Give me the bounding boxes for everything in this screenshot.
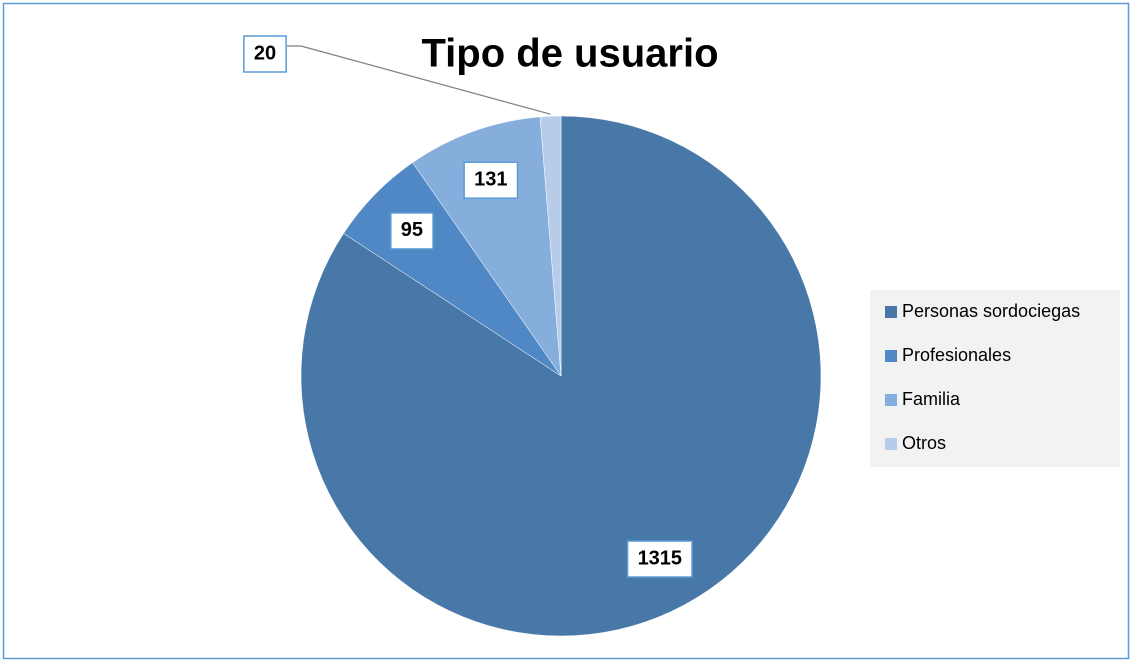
data-label-box <box>463 161 519 199</box>
pie-slice <box>412 116 562 377</box>
leader-line <box>287 45 551 115</box>
legend-label: Otros <box>902 433 946 453</box>
legend-box <box>870 290 1120 467</box>
legend-label: Familia <box>902 389 961 409</box>
data-label: 20 <box>254 42 276 64</box>
chart-title: Tipo de usuario <box>421 32 718 76</box>
legend-swatch <box>885 438 897 450</box>
legend-swatch <box>885 350 897 362</box>
data-label: 131 <box>474 168 507 190</box>
data-label-box <box>243 35 287 73</box>
legend-swatch <box>885 306 897 318</box>
legend-label: Profesionales <box>902 345 1011 365</box>
data-label: 1315 <box>638 547 683 569</box>
data-label: 95 <box>401 219 423 241</box>
data-label-box <box>626 540 693 578</box>
legend-swatch <box>885 394 897 406</box>
data-label-box <box>390 212 434 250</box>
legend-label: Personas sordociegas <box>902 301 1080 321</box>
pie-slice <box>539 115 562 377</box>
